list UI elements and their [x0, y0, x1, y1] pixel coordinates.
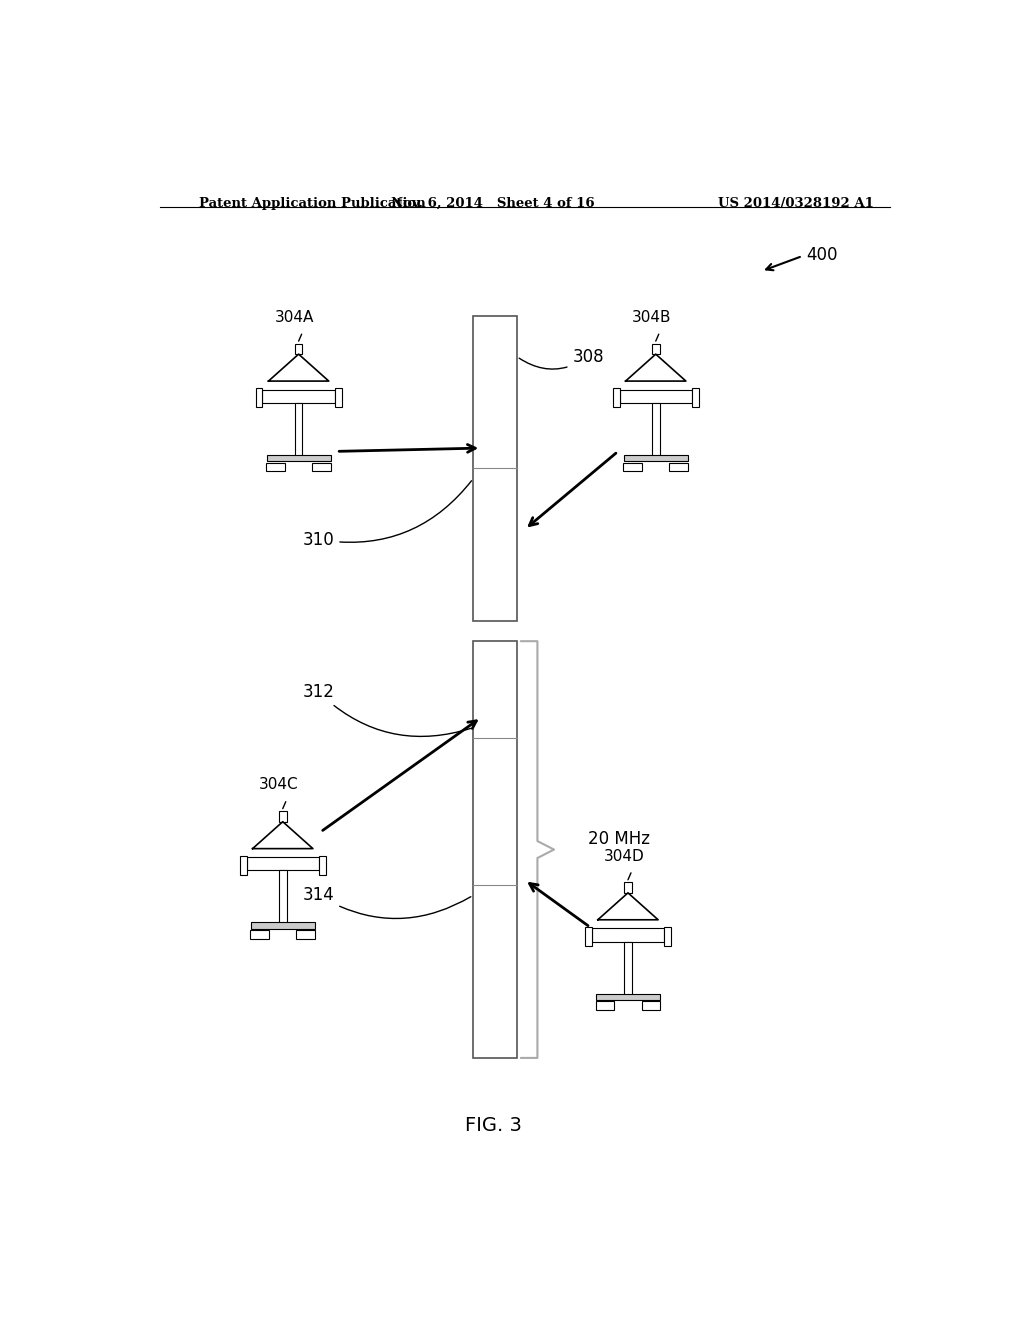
Text: Nov. 6, 2014   Sheet 4 of 16: Nov. 6, 2014 Sheet 4 of 16: [391, 197, 595, 210]
Text: Patent Application Publication: Patent Application Publication: [200, 197, 426, 210]
Bar: [262, 389, 335, 403]
Text: 304D: 304D: [603, 849, 644, 863]
Bar: [624, 455, 688, 461]
Text: 304B: 304B: [632, 310, 672, 325]
Bar: [652, 403, 659, 459]
Bar: [692, 388, 698, 407]
Bar: [625, 882, 632, 892]
Text: 314: 314: [302, 886, 471, 919]
Text: US 2014/0328192 A1: US 2014/0328192 A1: [718, 197, 873, 210]
Bar: [652, 343, 659, 354]
Bar: [295, 343, 302, 354]
Bar: [642, 1002, 660, 1010]
Bar: [256, 388, 262, 407]
Bar: [266, 463, 285, 471]
Text: 304A: 304A: [275, 310, 314, 325]
Text: 312: 312: [302, 682, 471, 737]
Bar: [670, 463, 688, 471]
Bar: [318, 855, 326, 875]
Bar: [279, 812, 287, 821]
Text: 400: 400: [807, 246, 838, 264]
Bar: [620, 389, 692, 403]
Bar: [473, 315, 517, 620]
Bar: [665, 927, 671, 946]
Bar: [473, 642, 517, 1057]
Bar: [596, 1002, 614, 1010]
Bar: [335, 388, 342, 407]
Text: FIG. 3: FIG. 3: [465, 1115, 521, 1135]
Bar: [596, 994, 660, 999]
Text: 310: 310: [302, 480, 471, 549]
Text: 304C: 304C: [259, 777, 299, 792]
Bar: [296, 931, 315, 939]
Text: 20 MHz: 20 MHz: [588, 830, 650, 849]
Bar: [251, 923, 314, 928]
Bar: [592, 928, 665, 941]
Text: 308: 308: [519, 347, 604, 370]
Bar: [266, 455, 331, 461]
Bar: [250, 931, 269, 939]
Bar: [279, 870, 287, 927]
Bar: [624, 463, 642, 471]
Bar: [295, 403, 302, 459]
Bar: [585, 927, 592, 946]
Bar: [247, 857, 318, 870]
Bar: [612, 388, 620, 407]
Bar: [312, 463, 331, 471]
Bar: [240, 855, 247, 875]
Bar: [625, 941, 632, 998]
